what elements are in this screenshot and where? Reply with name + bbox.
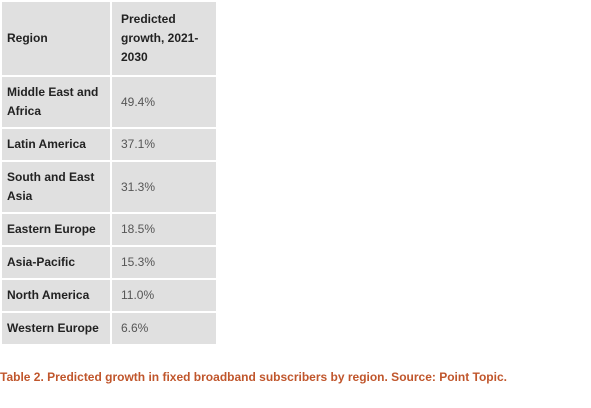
region-cell: South and East Asia [0, 160, 112, 214]
growth-cell: 31.3% [110, 160, 218, 214]
growth-cell: 49.4% [110, 75, 218, 129]
header-cell: Predicted growth, 2021-2030 [110, 0, 218, 77]
table-body: Middle East and Africa 49.4% Latin America… [0, 75, 218, 346]
region-cell: Western Europe [0, 311, 112, 346]
table-row: Eastern Europe 18.5% [0, 212, 218, 247]
header-row: Region Predicted growth, 2021-2030 [0, 0, 218, 77]
region-cell: North America [0, 278, 112, 313]
growth-cell: 11.0% [110, 278, 218, 313]
table-row: North America 11.0% [0, 278, 218, 313]
growth-cell: 6.6% [110, 311, 218, 346]
table-row: Western Europe 6.6% [0, 311, 218, 346]
region-cell: Eastern Europe [0, 212, 112, 247]
caption: Table 2. Predicted growth in fixed broad… [0, 370, 507, 384]
growth-table: Region Predicted growth, 2021-2030 Middl… [0, 0, 218, 346]
growth-cell: 15.3% [110, 245, 218, 280]
region-cell: Asia-Pacific [0, 245, 112, 280]
header-cell: Region [0, 0, 112, 77]
region-cell: Middle East and Africa [0, 75, 112, 129]
table-row: Latin America 37.1% [0, 127, 218, 162]
growth-cell: 37.1% [110, 127, 218, 162]
table-row: Middle East and Africa 49.4% [0, 75, 218, 129]
growth-cell: 18.5% [110, 212, 218, 247]
table-row: Asia-Pacific 15.3% [0, 245, 218, 280]
table-row: South and East Asia 31.3% [0, 160, 218, 214]
region-cell: Latin America [0, 127, 112, 162]
